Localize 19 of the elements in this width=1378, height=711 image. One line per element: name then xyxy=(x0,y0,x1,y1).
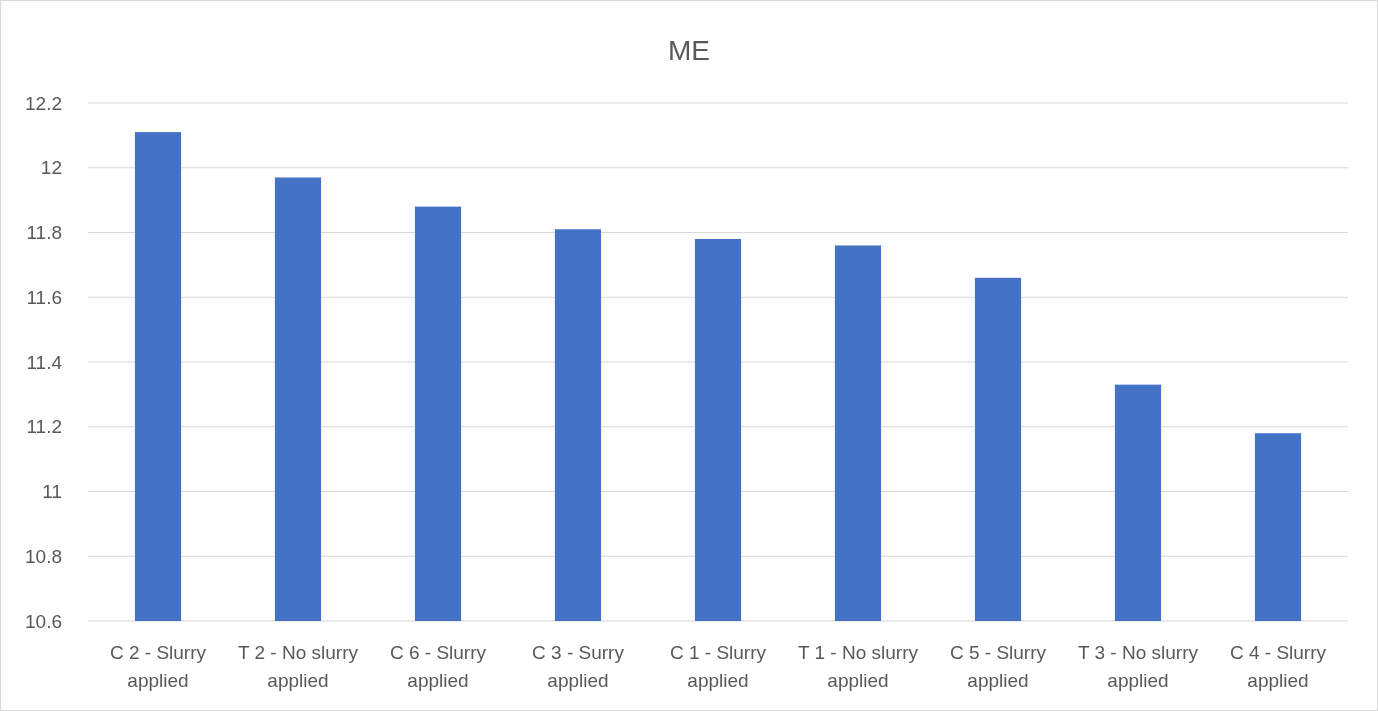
x-tick-label: T 1 - No slurry applied xyxy=(797,642,919,691)
x-tick-label: C 4 - Slurry applied xyxy=(1229,642,1327,691)
y-tick-label: 12 xyxy=(40,157,62,179)
y-tick-label: 11.4 xyxy=(26,351,63,373)
y-tick-label: 11.2 xyxy=(26,416,62,438)
y-tick-label: 10.8 xyxy=(25,545,62,567)
x-tick-label: T 3 - No slurry applied xyxy=(1077,642,1199,691)
y-tick-label: 12.2 xyxy=(25,92,62,114)
y-tick-label: 11.6 xyxy=(26,286,62,308)
x-tick-label: C 6 - Slurry applied xyxy=(389,642,487,691)
x-tick-label: C 3 - Surry applied xyxy=(532,642,625,691)
x-tick-label: C 2 - Slurry applied xyxy=(109,642,207,691)
y-tick-label: 11 xyxy=(42,481,62,503)
x-tick-label: C 5 - Slurry applied xyxy=(949,642,1047,691)
y-tick-label: 10.6 xyxy=(25,610,62,632)
x-tick-label: C 1 - Slurry applied xyxy=(669,642,767,691)
chart-title: ME xyxy=(668,35,710,66)
x-tick-label: T 2 - No slurry applied xyxy=(237,642,359,691)
y-tick-label: 11.8 xyxy=(26,222,62,244)
